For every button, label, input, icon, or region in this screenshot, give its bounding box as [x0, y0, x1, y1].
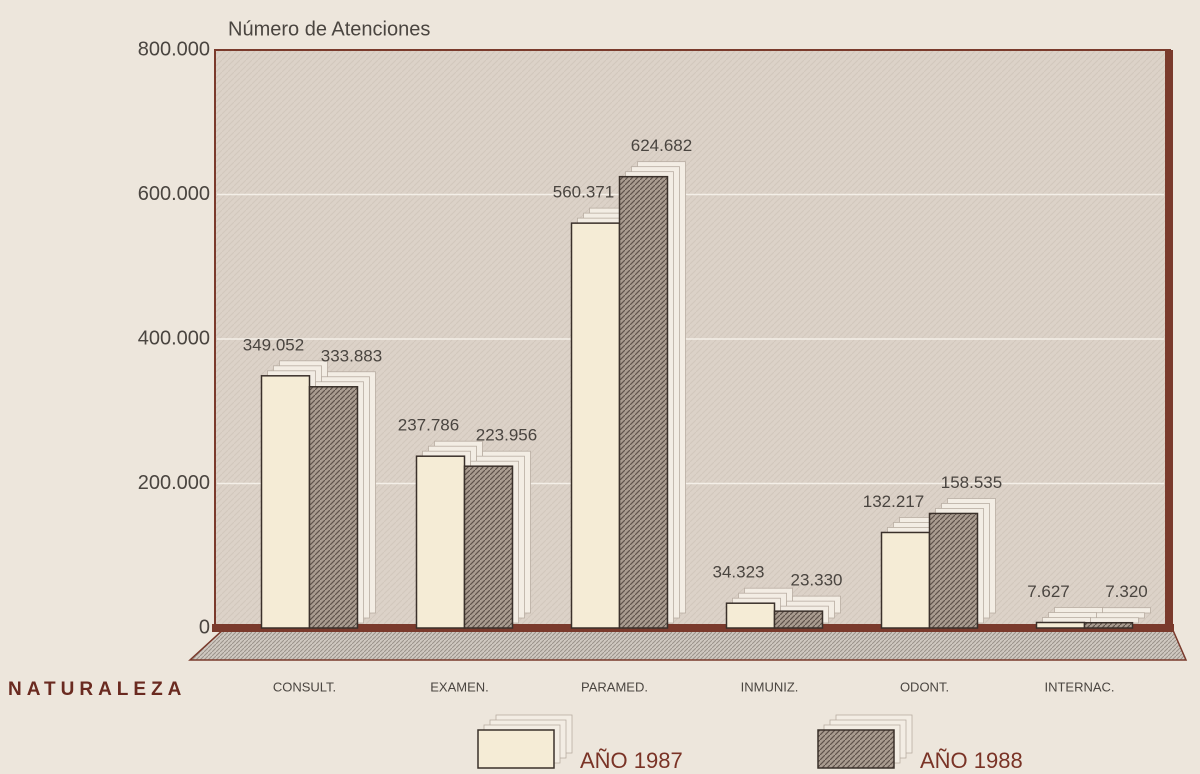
x-tick-label: CONSULT.	[273, 679, 336, 694]
value-label: 223.956	[476, 426, 537, 445]
bar	[308, 386, 359, 629]
bar-shadow	[1102, 607, 1151, 614]
bar	[725, 602, 776, 629]
floor	[188, 627, 1188, 661]
bar	[773, 610, 824, 629]
x-tick-label: INTERNAC.	[1044, 679, 1114, 694]
x-tick-label: EXAMEN.	[430, 679, 489, 694]
y-tick-label: 0	[199, 616, 210, 638]
bar	[928, 512, 979, 629]
value-label: 158.535	[941, 473, 1002, 492]
value-label: 333.883	[321, 346, 382, 365]
bar	[260, 375, 311, 629]
value-label: 7.627	[1027, 582, 1070, 601]
bar	[1035, 621, 1086, 629]
floor-edge	[212, 624, 1174, 632]
bar	[1083, 621, 1134, 629]
x-tick-label: ODONT.	[900, 679, 949, 694]
value-label: 624.682	[631, 136, 692, 155]
value-label: 132.217	[863, 492, 924, 511]
value-label: 349.052	[243, 335, 304, 354]
y-axis-title: Número de Atenciones	[228, 18, 430, 40]
y-tick-label: 200.000	[138, 472, 210, 494]
bar	[415, 455, 466, 629]
value-label: 7.320	[1105, 582, 1148, 601]
x-tick-label: PARAMED.	[581, 679, 648, 694]
value-label: 560.371	[553, 183, 614, 202]
value-label: 23.330	[791, 571, 843, 590]
bar	[570, 222, 621, 629]
legend-label: AÑO 1987	[580, 748, 683, 773]
y-tick-label: 600.000	[138, 183, 210, 205]
bar	[463, 465, 514, 629]
x-axis-title: NATURALEZA	[8, 679, 186, 700]
bar	[618, 175, 669, 629]
legend-swatch	[817, 729, 895, 769]
x-tick-label: INMUNIZ.	[741, 679, 799, 694]
panel-edge	[1165, 50, 1173, 630]
legend-label: AÑO 1988	[920, 748, 1023, 773]
legend-swatch	[477, 729, 555, 769]
bar-shadow	[1096, 612, 1145, 619]
value-label: 237.786	[398, 416, 459, 435]
value-label: 34.323	[713, 563, 765, 582]
y-tick-label: 400.000	[138, 327, 210, 349]
y-tick-label: 800.000	[138, 38, 210, 60]
bar	[880, 531, 931, 629]
